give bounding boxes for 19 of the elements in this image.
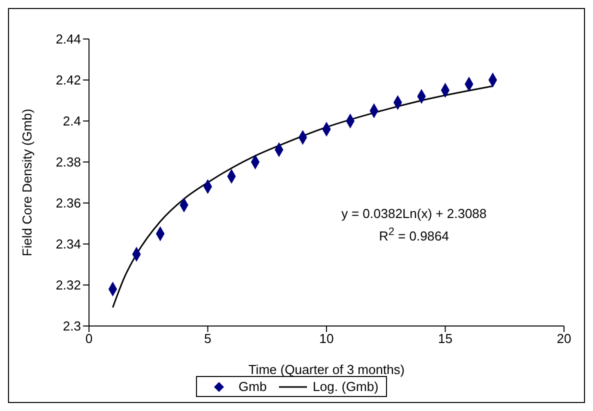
y-tick-label: 2.32 xyxy=(56,278,81,293)
y-tick-label: 2.3 xyxy=(62,318,81,334)
y-tick-label: 2.44 xyxy=(56,32,81,47)
x-tick-label: 15 xyxy=(438,331,452,346)
legend-label: Log. (Gmb) xyxy=(312,379,378,394)
x-tick-label: 0 xyxy=(85,331,93,346)
x-tick-label: 5 xyxy=(204,331,212,346)
annotation: y = 0.0382Ln(x) + 2.3088 xyxy=(340,205,488,223)
x-tick-label: 20 xyxy=(556,331,572,346)
y-tick-label: 2.38 xyxy=(56,154,81,170)
legend-label: Gmb xyxy=(238,379,267,394)
annotation: R$^{2}$ = 0.9864 xyxy=(378,225,450,246)
y-tick-label: 2.36 xyxy=(56,196,81,211)
y-tick-label: 2.34 xyxy=(56,236,81,252)
x-axis-title: Time (Quarter of 3 months) xyxy=(248,362,405,377)
y-tick-label: 2.42 xyxy=(56,72,81,88)
y-tick-label: 2.4 xyxy=(62,114,81,129)
y-axis-title: Field Core Density (Gmb) xyxy=(20,108,35,256)
x-tick-label: 10 xyxy=(319,331,334,346)
